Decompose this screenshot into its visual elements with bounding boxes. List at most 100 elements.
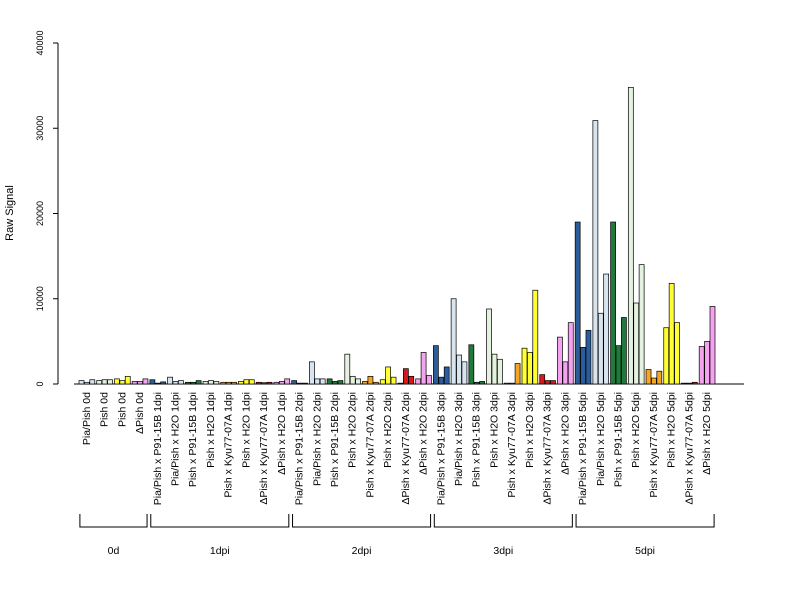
bar xyxy=(698,346,705,385)
group-label: 5dpi xyxy=(635,545,655,557)
bar xyxy=(567,322,574,385)
bar xyxy=(142,378,149,385)
bar xyxy=(443,366,450,385)
bar xyxy=(261,382,267,385)
bar xyxy=(184,381,191,385)
bar xyxy=(167,376,173,385)
bar xyxy=(433,345,439,385)
bar xyxy=(681,382,687,385)
group-bracket xyxy=(292,514,432,528)
x-tick-label: Pia/Pish x P91-15B 1dpi xyxy=(152,392,164,505)
bar xyxy=(379,379,386,385)
bar xyxy=(84,381,90,385)
x-tick-label: Pish x P91-15B 3dpi xyxy=(471,392,483,487)
x-tick-label: Pia/Pish x P91-15B 5dpi xyxy=(577,392,589,505)
chart-bars xyxy=(78,86,716,385)
bar xyxy=(302,382,308,385)
group-bracket xyxy=(433,514,573,528)
bar xyxy=(420,352,427,385)
group-label: 0d xyxy=(108,545,120,557)
bar xyxy=(597,312,604,385)
bar xyxy=(527,352,533,385)
bar xyxy=(160,381,167,385)
group-label: 3dpi xyxy=(493,545,513,557)
bar xyxy=(119,380,126,385)
bar xyxy=(645,369,652,385)
bar xyxy=(114,378,120,385)
x-tick-label: Pia/Pish x H2O 5dpi xyxy=(595,392,607,486)
bar xyxy=(107,379,113,385)
x-tick-label: ΔPish x Kyu77-07A 1dpi xyxy=(258,392,270,505)
bar xyxy=(154,382,161,385)
bar xyxy=(296,382,303,385)
x-tick-label: Pia/Pish x H2O 3dpi xyxy=(453,392,465,486)
x-tick-label: Pish x Kyu77-07A 2dpi xyxy=(364,392,376,498)
bar xyxy=(403,368,409,385)
bar xyxy=(656,370,663,385)
bar xyxy=(574,221,581,385)
x-tick-label: Pia/Pish x P91-15B 2dpi xyxy=(294,392,306,505)
bar xyxy=(208,380,214,385)
bar xyxy=(497,358,503,385)
bar xyxy=(468,344,475,385)
group-label: 1dpi xyxy=(210,545,230,557)
bar xyxy=(385,366,391,385)
y-tick-label: 0 xyxy=(35,381,45,386)
bar xyxy=(225,381,232,385)
x-tick-label: Pish x H2O 5dpi xyxy=(630,392,642,468)
bar xyxy=(349,375,356,385)
bar xyxy=(486,308,492,385)
bar xyxy=(615,345,622,385)
bar xyxy=(131,381,138,385)
group-label: 2dpi xyxy=(352,545,372,557)
bar xyxy=(408,375,415,385)
bar xyxy=(456,354,462,385)
bar xyxy=(273,381,280,385)
bar xyxy=(603,273,610,385)
bar xyxy=(585,329,592,385)
bar xyxy=(709,306,716,385)
bar xyxy=(190,381,197,385)
bar xyxy=(691,381,698,385)
x-tick-label: Pia/Pish x P91-15B 3dpi xyxy=(435,392,447,505)
bar xyxy=(550,380,556,385)
bar xyxy=(314,378,321,385)
bar xyxy=(243,379,250,385)
y-tick-label: 20000 xyxy=(35,201,45,226)
bar xyxy=(461,361,468,385)
bar xyxy=(621,317,627,385)
x-tick-label: Pish x P91-15B 1dpi xyxy=(187,392,199,487)
bar xyxy=(415,378,422,385)
bar xyxy=(426,375,432,385)
bar xyxy=(686,382,693,385)
bar xyxy=(704,341,710,385)
bar xyxy=(96,380,103,385)
bar xyxy=(390,376,397,385)
bar xyxy=(668,283,675,385)
bar xyxy=(337,380,344,385)
x-tick-label: Pish x H2O 2dpi xyxy=(347,392,359,468)
bar xyxy=(278,381,285,385)
bar xyxy=(326,378,333,385)
bar xyxy=(503,382,510,385)
x-tick-labels: Pia/Pish 0d Pish 0d Pish 0d ΔPish 0d Pia/Pis… xyxy=(81,392,713,505)
bar xyxy=(319,378,326,385)
x-tick-label: Pish x Kyu77-07A 3dpi xyxy=(506,392,518,498)
bar xyxy=(544,380,551,385)
bar xyxy=(309,361,315,385)
bar xyxy=(610,221,616,385)
bar xyxy=(178,380,184,385)
x-tick-label: ΔPish x H2O 5dpi xyxy=(701,392,713,475)
bar xyxy=(651,377,657,385)
bar xyxy=(532,289,539,385)
group-brackets: 0d 1dpi 2dpi 3dpi 5dpi xyxy=(79,514,715,557)
group-bracket xyxy=(150,514,290,528)
bar xyxy=(284,378,291,385)
bar xyxy=(231,381,237,385)
bar xyxy=(580,346,586,385)
x-tick-label: Pia/Pish 0d xyxy=(81,392,93,445)
x-tick-label: ΔPish x Kyu77-07A 5dpi xyxy=(683,392,695,505)
y-axis-label: Raw Signal xyxy=(4,185,16,241)
x-tick-label: ΔPish x Kyu77-07A 2dpi xyxy=(400,392,412,505)
